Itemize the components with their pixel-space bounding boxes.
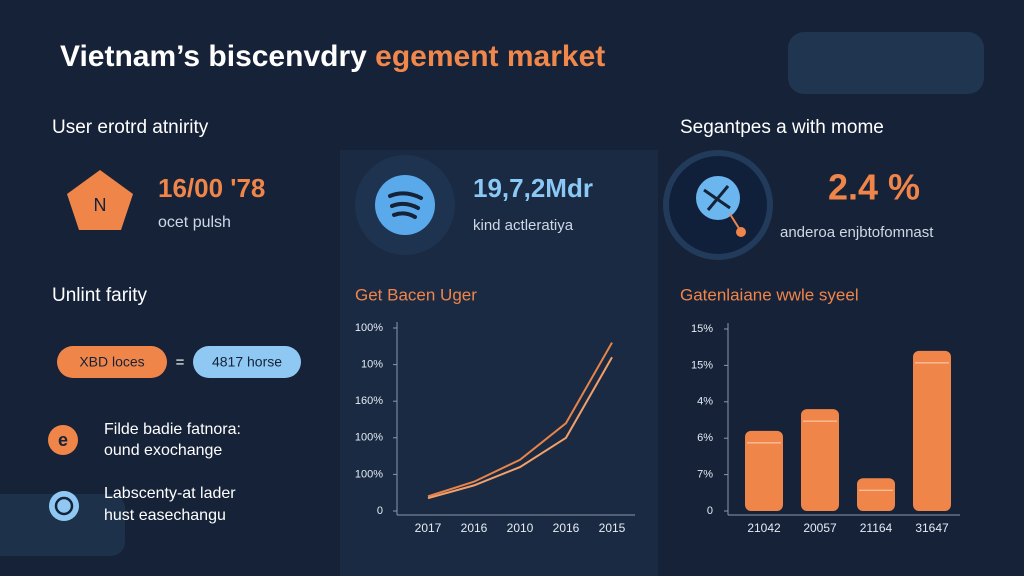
x-tick-label: 2017 [415,521,442,535]
y-tick-label: 100% [355,432,383,444]
x-tick-label: 21164 [860,521,893,535]
line-series [427,356,613,500]
icon-letter: e [58,430,68,450]
pill [193,346,301,378]
bar [745,430,783,511]
y-tick-label: 15% [691,359,713,371]
decor-panel [0,494,125,556]
icon-lines [703,185,731,211]
icon [48,425,78,455]
icon [49,491,79,521]
bar [801,409,839,511]
y-tick-label: 160% [355,395,383,407]
icon-pin [736,227,746,237]
operator: = [176,354,185,371]
title: Vietnam’s biscenvdry egement market [60,40,605,73]
stat-label: ocet pulsh [158,214,231,231]
section-heading: User erotrd atnirity [52,117,209,138]
y-tick-label: 0 [377,505,383,517]
section-heading: Segantpes a with mome [680,117,884,138]
title-main: Vietnam’s biscenvdry [60,40,367,73]
chart-title: Gatenlaiane wwle syeel [680,285,859,304]
item-text: hust easechangu [104,507,226,524]
x-tick-label: 21042 [747,521,781,535]
chart-title: Get Bacen Uger [355,285,477,304]
x-tick-label: 2010 [507,521,534,535]
y-tick-label: 10% [361,359,383,371]
icon-letter: N [94,195,107,215]
icon-detail [54,496,74,516]
section-heading: Unlint farity [52,285,148,306]
icon-pin [729,213,741,231]
stat-label: anderoa enjbtofomnast [780,224,934,241]
item-text: Labscenty-at lader [104,485,236,502]
decor-panel [788,32,984,94]
y-tick-label: 4% [697,396,713,408]
stat-value: 19,7,2Mdr [473,173,593,203]
line-series [427,342,613,498]
pill [57,346,167,378]
pill-label: XBD loces [79,354,144,370]
x-tick-label: 20057 [803,521,837,535]
pill-label: 4817 horse [212,354,282,370]
y-tick-label: 100% [355,468,383,480]
stat-value: 2.4 % [828,167,920,208]
bar [857,478,895,511]
y-tick-label: 7% [697,469,713,481]
title-highlight: egement market [375,40,605,73]
icon-waves [388,191,423,219]
x-tick-label: 2015 [599,521,626,535]
y-tick-label: 6% [697,432,713,444]
x-tick-label: 2016 [553,521,580,535]
item-text: Filde badie fatnora: [104,421,241,438]
stat-value: 16/00 '78 [158,173,265,203]
y-tick-label: 15% [691,323,713,335]
bar [913,350,951,511]
item-text: ound exochange [104,442,222,459]
y-tick-label: 0 [707,505,713,517]
y-tick-label: 100% [355,322,383,334]
stat-label: kind actleratiya [473,217,574,234]
icon [67,170,133,230]
x-tick-label: 31647 [915,521,949,535]
x-tick-label: 2016 [461,521,488,535]
